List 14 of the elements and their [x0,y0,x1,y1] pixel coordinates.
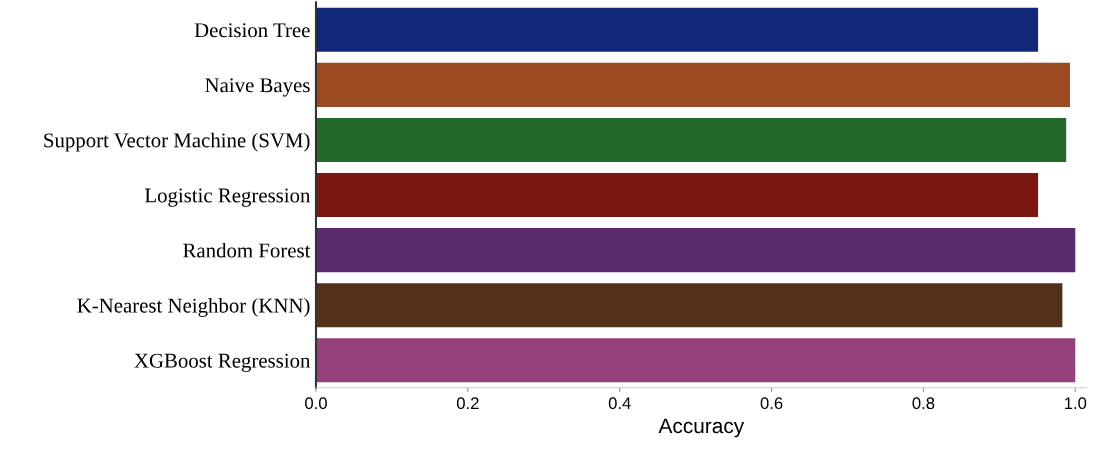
y-tick-label: Decision Tree [194,23,310,38]
x-tick-label: 1.0 [1064,397,1087,410]
y-tick-label: Random Forest [183,242,311,258]
x-tick-label: 0.8 [912,397,935,410]
y-tick-label: K-Nearest Neighbor (KNN) [77,297,310,317]
x-tick-label: 0.2 [456,397,479,410]
y-tick-label: XGBoost Regression [134,353,311,372]
x-tick-label: 0.6 [760,397,783,410]
y-tick-label: Naive Bayes [205,78,310,97]
x-axis-title: Accuracy [658,418,745,438]
y-tick-label: Logistic Regression [144,188,311,207]
x-tick-label: 0.4 [608,397,631,410]
y-tick-label: Support Vector Machine (SVM) [44,132,310,152]
x-tick-label: 0.0 [305,397,327,410]
